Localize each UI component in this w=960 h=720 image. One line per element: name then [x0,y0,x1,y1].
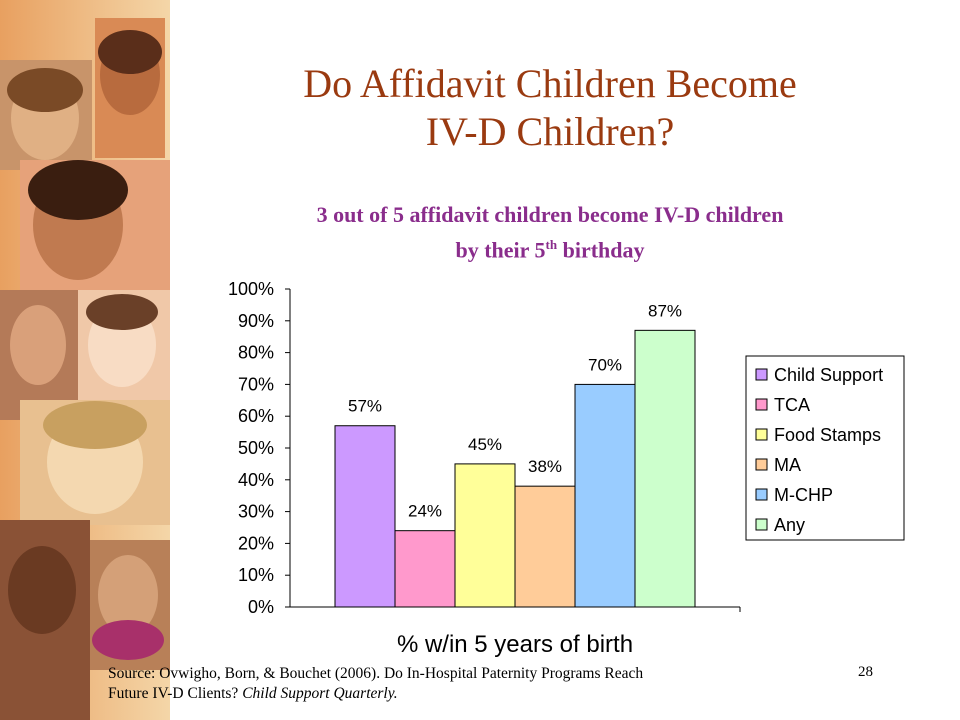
slide-title: Do Affidavit Children Become IV-D Childr… [200,60,900,156]
photo-tile-1 [95,18,165,158]
bar [574,383,636,608]
legend-label: TCA [774,395,810,415]
subtitle-line-2-post: birthday [557,237,645,263]
legend-swatch [755,368,768,381]
photo-tile-5 [78,290,170,400]
y-tick-label: 40% [238,470,274,490]
children-photo-collage [0,0,170,720]
source-line-2: Future IV-D Clients? Child Support Quart… [108,684,808,704]
y-tick-label: 30% [238,502,274,522]
y-tick-label: 50% [238,438,274,458]
bar [334,425,396,608]
legend-label: Any [774,515,805,535]
photo-tile-3 [20,160,170,290]
legend-swatch [755,458,768,471]
bar [514,485,576,608]
source-line-2-plain: Future IV-D Clients? [108,685,243,702]
y-tick-label: 70% [238,374,274,394]
subtitle-superscript: th [545,237,558,252]
source-journal: Child Support Quarterly. [242,685,398,702]
legend-swatch [755,518,768,531]
y-tick-label: 0% [248,597,274,617]
title-line-2: IV-D Children? [425,109,675,154]
photo-tile-2 [0,60,92,170]
data-label: 24% [408,502,442,521]
bar [394,530,456,608]
legend-label: M-CHP [774,485,833,505]
slide-subtitle: 3 out of 5 affidavit children become IV-… [220,200,880,265]
subtitle-line-2: by their 5th birthday [220,230,880,265]
data-label: 45% [468,435,502,454]
legend-label: MA [774,455,801,475]
photo-tile-8 [90,540,170,670]
legend-swatch [755,428,768,441]
x-axis-label: % w/in 5 years of birth [397,631,633,658]
y-tick-label: 100% [228,279,274,299]
y-tick-label: 10% [238,565,274,585]
photo-tile-6 [20,400,170,525]
title-line-1: Do Affidavit Children Become [303,61,797,106]
subtitle-line-1: 3 out of 5 affidavit children become IV-… [316,202,784,227]
data-label: 57% [348,397,382,416]
legend-swatch [755,398,768,411]
page-number: 28 [858,664,873,680]
data-label: 38% [528,457,562,476]
y-tick-label: 20% [238,533,274,553]
data-label: 70% [588,355,622,374]
legend-box [745,355,905,541]
bar [454,463,516,608]
legend-swatch [755,488,768,501]
photo-tile-7 [0,520,90,720]
subtitle-line-2-pre: by their 5 [455,237,546,263]
y-tick-label: 90% [238,311,274,331]
source-line-1: Source: Ovwigho, Born, & Bouchet (2006).… [108,665,644,682]
source-citation: Source: Ovwigho, Born, & Bouchet (2006).… [108,664,808,704]
legend-label: Child Support [774,365,883,385]
y-tick-label: 60% [238,406,274,426]
bar [634,329,696,608]
legend-label: Food Stamps [774,425,881,445]
photo-tile-4 [0,290,78,420]
y-tick-label: 80% [238,343,274,363]
data-label: 87% [648,301,682,320]
